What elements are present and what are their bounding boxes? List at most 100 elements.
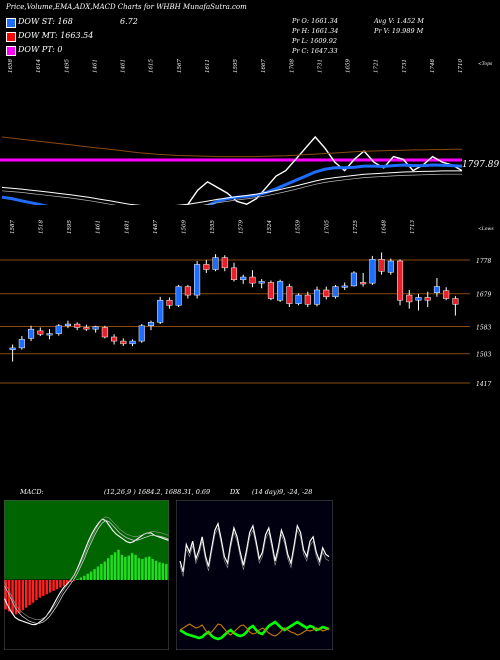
macd-bar-44 [154,560,158,580]
candle-body-37 [350,272,357,287]
price-top-labels: 1587 1518 1595 1461 1481 1487 1509 1555 1579 1524… [10,220,416,234]
candle-body-43 [406,294,413,303]
macd-bar-25 [89,571,93,580]
dow-mt-label: DOW MT: 1663.54 [18,31,94,40]
price-open: Pr O: 1661.34 [292,17,339,25]
adx-params: (14 day)9, -24, -28 [251,488,313,496]
price-top-label-5: 1487 [153,220,159,234]
price-level-label-0: 1778 [476,258,491,265]
ema-level-label: 1797.89 [462,160,499,170]
candle-body-33 [313,289,321,305]
macd-bar-13 [48,580,52,593]
price-top-label-7: 1555 [210,220,216,234]
macd-params: (12,26,9 ) 1684.2, 1688.31, 0.69 [103,488,211,496]
macd-bar-36 [127,555,130,580]
macd-bar-16 [59,580,62,588]
macd-bar-6 [25,580,28,608]
ema-top-label-1: 1614 [36,59,42,73]
dow-mt-swatch [6,32,16,42]
ema-top-label-6: 1567 [177,59,183,73]
price-close: Pr C: 1647.33 [292,47,338,55]
ema-line-slow-band [1,173,462,205]
price-top-label-8: 1579 [239,220,245,234]
ema-top-label-8: 1595 [233,59,239,73]
macd-bar-43 [151,559,154,580]
price-level-label-2: 1583 [476,324,491,331]
candle-body-1 [18,339,25,349]
price-top-label-0: 1587 [10,220,16,234]
ema-top-label-16: 1710 [458,59,464,73]
macd-bar-21 [76,579,79,580]
candle-body-36 [341,285,348,288]
candle-body-38 [360,282,367,285]
macd-bar-27 [96,566,100,580]
macd-chart [4,500,169,650]
macd-bar-37 [130,553,134,580]
avg-volume: Avg V: 1.452 M [374,17,424,25]
candle-body-7 [74,323,81,328]
price-top-label-4: 1481 [124,220,130,234]
candle-body-18 [175,286,182,306]
candle-body-34 [323,289,330,298]
macd-bar-31 [110,554,113,580]
candle-body-48 [452,298,459,305]
ema-line-ema_long [1,136,462,158]
macd-label: MACD: [20,488,44,496]
ema-lines [1,135,463,205]
macd-bar-17 [62,580,66,586]
candle-body-29 [277,281,284,301]
candle-body-14 [138,325,145,342]
macd-positive-zone [4,500,169,580]
candle-body-47 [443,290,450,299]
price-low: Pr L: 1609.92 [292,37,337,45]
macd-bar-19 [69,580,72,583]
candle-body-5 [55,325,62,334]
adx-line-adx [179,521,330,573]
lows-label: <Lows [478,226,494,232]
candle-body-25 [240,276,247,281]
price-top-label-2: 1595 [67,220,73,234]
prev-volume: Pr V: 19.989 M [374,27,424,35]
candle-body-44 [415,297,422,301]
candle-body-42 [396,260,404,301]
macd-bar-14 [52,580,55,591]
macd-line [4,518,169,626]
macd-bar-40 [141,559,144,580]
candle-body-16 [157,299,164,323]
adx-line-minus_di [179,623,330,637]
macd-lines [4,516,169,626]
price-top-label-9: 1524 [267,220,273,234]
price-level-label-3: 1503 [476,352,491,359]
ema-top-label-2: 1495 [64,59,70,73]
macd-bar-9 [35,580,38,601]
adx-label: DX [230,488,240,496]
ema-top-label-0: 1658 [8,59,14,73]
price-level-label-4: 1417 [476,381,491,388]
candle-body-10 [101,327,108,338]
chart-title-text: Price,Volume,EMA,ADX,MACD Charts for WHB… [6,3,181,11]
macd-bar-28 [100,564,103,580]
candle-body-0 [9,347,16,350]
price-top-label-1: 1518 [39,220,45,234]
candle-body-41 [387,260,394,273]
candle-body-24 [230,267,238,281]
macd-bar-34 [120,554,124,580]
macd-bar-23 [83,575,86,580]
candle-body-15 [147,322,155,327]
macd-bar-39 [137,558,141,580]
candle-body-27 [258,281,265,284]
macd-bar-26 [93,569,96,580]
ema-top-label-10: 1708 [289,59,295,73]
candle-body-12 [120,340,127,345]
macd-bar-22 [79,577,83,580]
macd-bar-20 [72,580,76,581]
price-top-label-10: 1559 [296,220,302,234]
candle-body-28 [267,282,274,299]
macd-bar-0 [4,580,7,610]
macd-signal-line [4,520,169,624]
candle-body-20 [194,264,201,296]
macd-bar-42 [148,556,151,580]
ema-top-label-3: 1461 [92,59,98,73]
candle-body-45 [424,297,431,301]
ema-top-labels: 1658 1614 1495 1461 1461 1615 1567 1611 1595 1667… [8,59,464,73]
